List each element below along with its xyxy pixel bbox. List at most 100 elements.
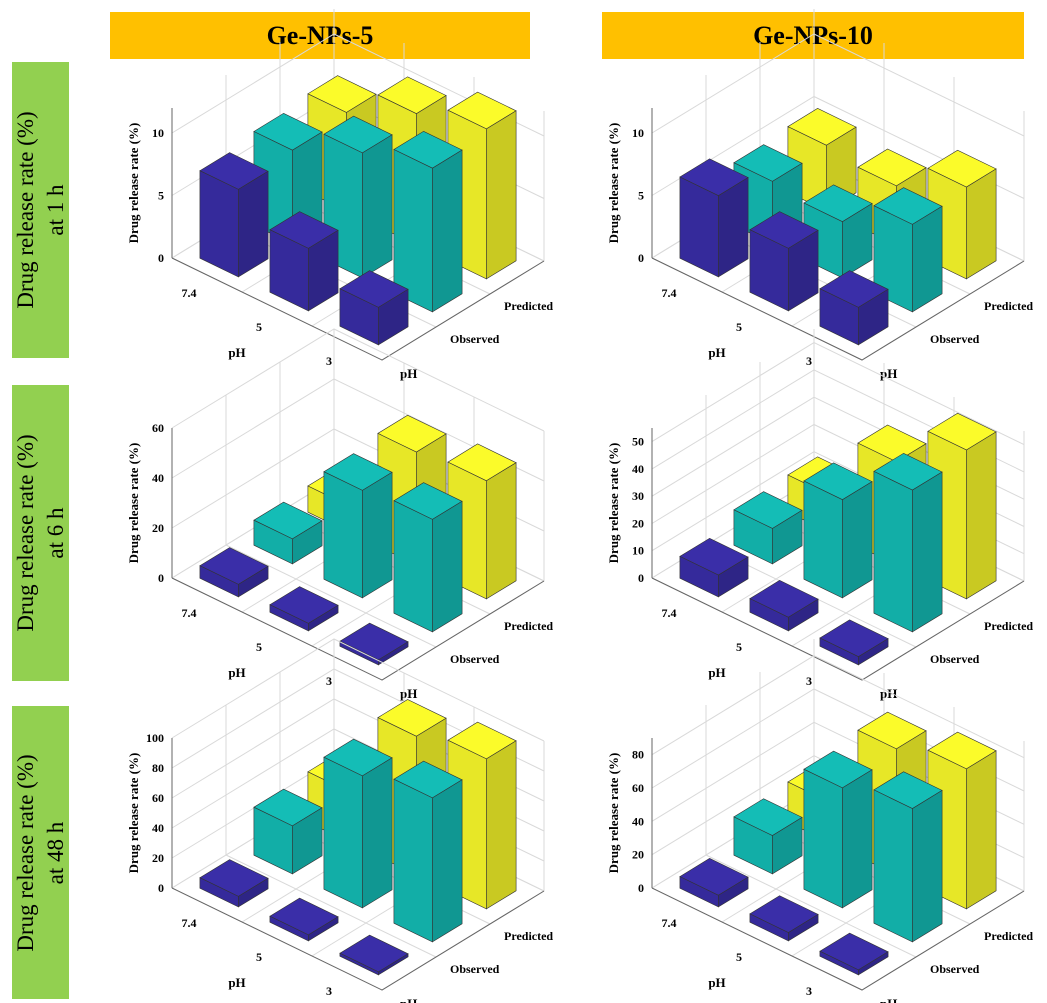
chart-svg: 0 5 10 Drug release rate (%) 7.4 5 3 pH Observed… xyxy=(606,9,1033,381)
bar-ph-7-4-0 xyxy=(679,158,749,278)
z-tick-label: 0 xyxy=(638,251,644,265)
chart-svg: 0 20 40 60 80 100 Drug release rate (%) 7.4 5 3 pH… xyxy=(126,638,553,1003)
column-header-ge-nps-10: Ge-NPs-10 xyxy=(602,12,1024,59)
z-tick-label: 5 xyxy=(158,189,164,203)
z-tick-label: 40 xyxy=(152,471,164,485)
x-tick-label: 3 xyxy=(326,354,332,368)
y-tick-label: Observed xyxy=(450,652,500,666)
bar-ph-7-4-0 xyxy=(679,858,749,908)
y-tick-label: Observed xyxy=(930,332,980,346)
z-tick-label: 60 xyxy=(632,781,644,795)
bar-ph-7-4-0 xyxy=(199,152,269,278)
z-tick-label: 30 xyxy=(632,489,644,503)
bar-ph-7-4-1 xyxy=(269,897,339,942)
row-header-line1: Drug release rate (%) xyxy=(12,111,38,309)
z-tick-label: 60 xyxy=(152,421,164,435)
x-tick-label: 5 xyxy=(736,640,742,654)
bar-ph-7-4-1 xyxy=(269,586,339,632)
bar-ph-7-4-1 xyxy=(749,580,819,632)
row-header-line1: Drug release rate (%) xyxy=(12,434,38,632)
bar-ph-7-4-0 xyxy=(199,547,269,598)
z-axis-label: Drug release rate (%) xyxy=(606,123,621,244)
bar-ph-7-4-2 xyxy=(819,270,889,346)
x-tick-label: 7.4 xyxy=(662,916,677,930)
x-axis-label: pH xyxy=(228,345,245,360)
chart-svg: 0 20 40 60 Drug release rate (%) 7.4 5 3 pH Obser… xyxy=(126,328,553,701)
z-tick-label: 20 xyxy=(632,516,644,530)
row-header-line1: Drug release rate (%) xyxy=(12,753,38,952)
y-tick-label: Predicted xyxy=(984,929,1033,943)
bar-observed-1 xyxy=(803,462,873,599)
z-axis-label: Drug release rate (%) xyxy=(606,753,621,874)
x-axis-label: pH xyxy=(708,345,725,360)
z-tick-label: 20 xyxy=(632,848,644,862)
row-header-line2: at 6 h xyxy=(42,507,68,559)
row-header-text: Drug release rate (%) at 1 h xyxy=(11,70,71,350)
bar-ph-7-4-2 xyxy=(339,270,409,346)
y-axis-label: pH xyxy=(400,996,417,1003)
x-tick-label: 3 xyxy=(326,984,332,998)
bar-observed-1 xyxy=(803,184,873,279)
x-axis-label: pH xyxy=(708,975,725,990)
bar-ph-7-4-0 xyxy=(199,859,269,908)
y-axis-label: pH xyxy=(880,996,897,1003)
z-tick-label: 20 xyxy=(152,851,164,865)
z-tick-label: 50 xyxy=(632,435,644,449)
x-axis-label: pH xyxy=(228,665,245,680)
bar-ph-7-4-1 xyxy=(749,211,819,312)
z-tick-label: 40 xyxy=(632,814,644,828)
bar-observed-2 xyxy=(393,760,463,943)
z-axis-label: Drug release rate (%) xyxy=(606,443,621,564)
bar-ph-7-4-1 xyxy=(269,211,339,312)
x-tick-label: 7.4 xyxy=(662,286,677,300)
bar-observed-0 xyxy=(253,788,323,875)
row-header-line2: at 48 h xyxy=(42,821,68,884)
bar-observed-2 xyxy=(393,482,463,633)
z-tick-label: 0 xyxy=(158,571,164,585)
y-tick-label: Predicted xyxy=(504,929,553,943)
x-tick-label: 7.4 xyxy=(182,286,197,300)
z-tick-label: 10 xyxy=(152,126,164,140)
y-tick-label: Predicted xyxy=(984,619,1033,633)
bar-observed-0 xyxy=(733,798,803,875)
bar-ph-7-4-2 xyxy=(339,934,409,976)
bar-observed-1 xyxy=(323,453,393,599)
z-tick-label: 0 xyxy=(638,571,644,585)
bar-observed-0 xyxy=(253,501,323,565)
z-axis-label: Drug release rate (%) xyxy=(126,123,141,244)
x-tick-label: 7.4 xyxy=(182,916,197,930)
bar-observed-2 xyxy=(873,771,943,943)
bar-observed-2 xyxy=(873,452,943,633)
y-tick-label: Predicted xyxy=(504,619,553,633)
z-tick-label: 40 xyxy=(632,462,644,476)
z-tick-label: 10 xyxy=(632,126,644,140)
z-tick-label: 5 xyxy=(638,189,644,203)
y-axis-label: pH xyxy=(880,686,897,701)
z-tick-label: 0 xyxy=(158,881,164,895)
x-tick-label: 5 xyxy=(256,320,262,334)
row-header-1h: Drug release rate (%) at 1 h xyxy=(12,62,69,358)
x-tick-label: 5 xyxy=(256,640,262,654)
bar-observed-1 xyxy=(323,738,393,909)
row-header-48h: Drug release rate (%) at 48 h xyxy=(12,706,69,999)
z-tick-label: 80 xyxy=(632,748,644,762)
chart-panel-ge-nps-5-6h: 0 20 40 60 Drug release rate (%) 7.4 5 3 pH Obser… xyxy=(80,328,553,701)
bar-ph-7-4-0 xyxy=(679,537,749,598)
x-tick-label: 5 xyxy=(256,950,262,964)
x-tick-label: 5 xyxy=(736,320,742,334)
x-tick-label: 5 xyxy=(736,950,742,964)
x-tick-label: 7.4 xyxy=(182,606,197,620)
row-header-6h: Drug release rate (%) at 6 h xyxy=(12,385,69,681)
x-tick-label: 7.4 xyxy=(662,606,677,620)
chart-panel-ge-nps-5-1h: 0 5 10 Drug release rate (%) 7.4 5 3 pH Observed… xyxy=(80,9,553,381)
z-tick-label: 0 xyxy=(638,881,644,895)
z-tick-label: 10 xyxy=(632,544,644,558)
x-tick-label: 3 xyxy=(806,984,812,998)
chart-panel-ge-nps-10-6h: 0 10 20 30 40 50 Drug release rate (%) 7.4 5 3 pH O… xyxy=(560,329,1033,701)
y-tick-label: Predicted xyxy=(504,299,553,313)
z-tick-label: 100 xyxy=(146,731,164,745)
y-tick-label: Observed xyxy=(450,962,500,976)
z-axis-label: Drug release rate (%) xyxy=(126,443,141,564)
z-tick-label: 80 xyxy=(152,761,164,775)
row-header-line2: at 1 h xyxy=(42,184,68,236)
